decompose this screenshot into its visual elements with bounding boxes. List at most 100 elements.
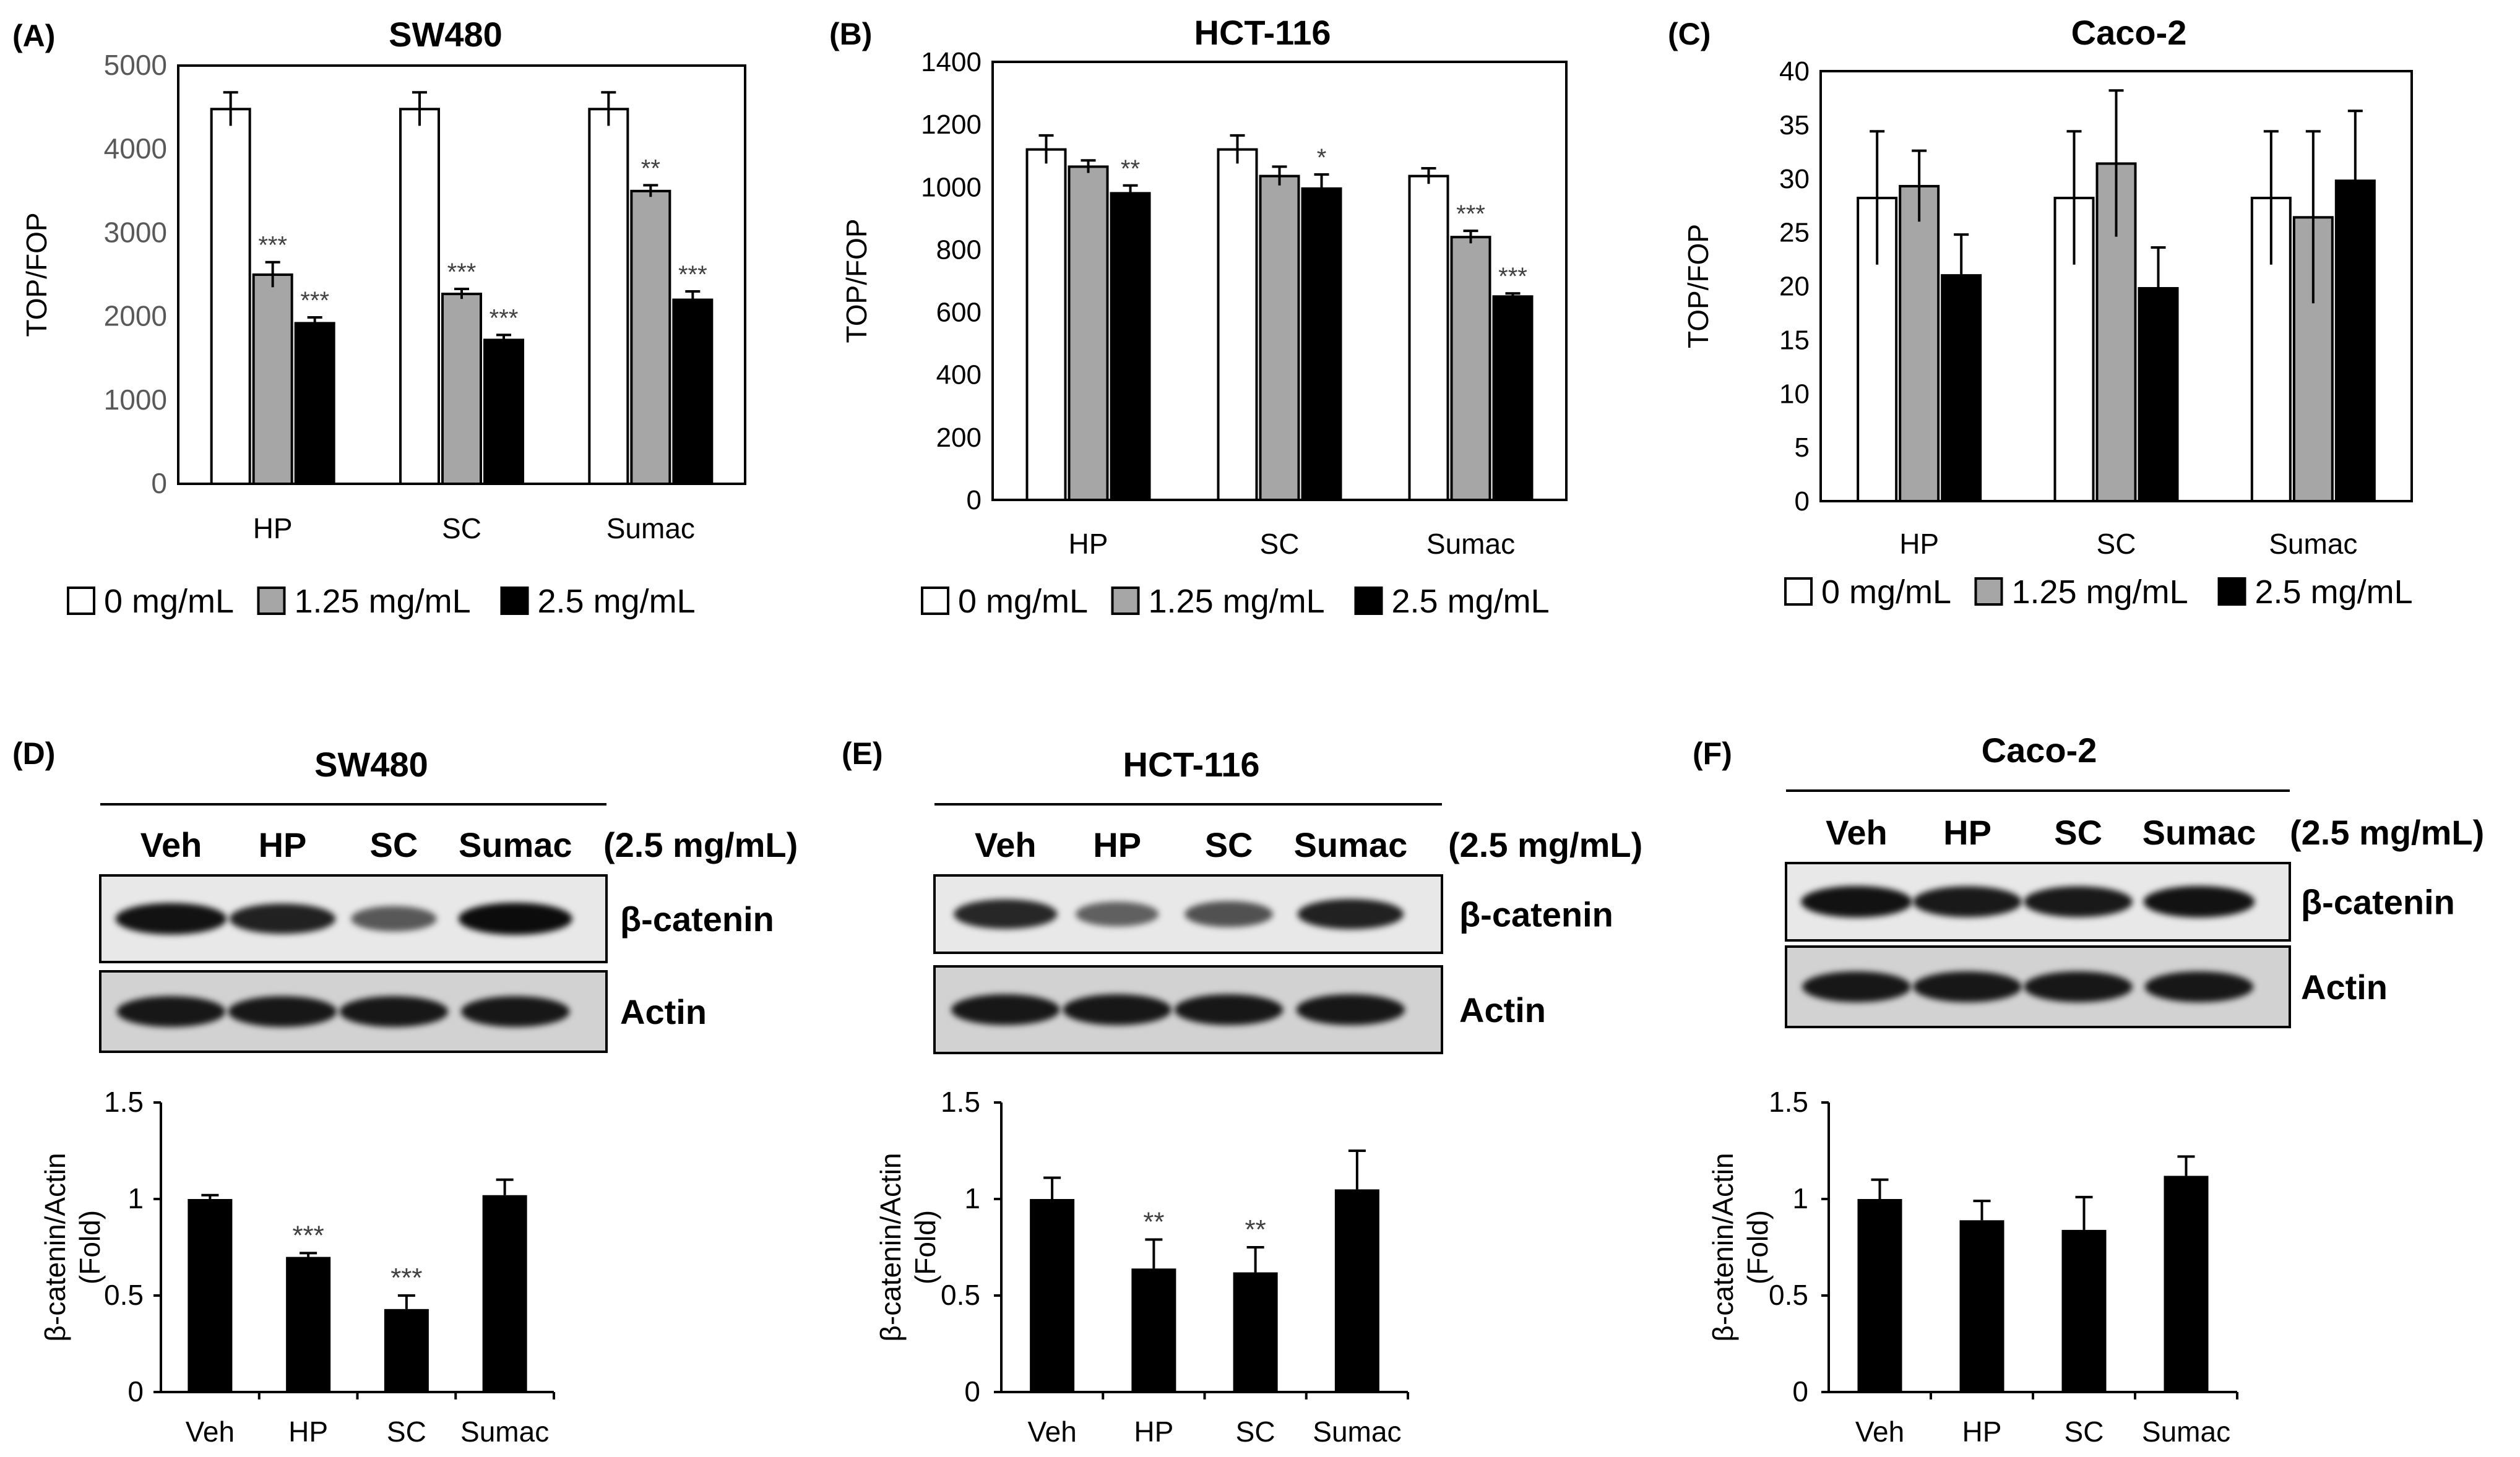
protein-band	[1296, 994, 1405, 1025]
protein-band	[339, 996, 449, 1027]
y-tick-label: 5	[1795, 432, 1810, 463]
y-tick-label: 1000	[921, 172, 982, 202]
significance-marker: **	[641, 155, 660, 182]
bar	[441, 293, 482, 485]
significance-marker: ***	[300, 287, 329, 314]
legend: 0 mg/mL 1.25 mg/mL 2.5 mg/mL	[67, 583, 696, 620]
bar	[1030, 1199, 1075, 1392]
x-category-label: SC	[1260, 528, 1300, 560]
y-axis-label: (Fold)	[909, 1210, 941, 1284]
chart-title: HCT-116	[1194, 13, 1331, 52]
legend-label: 1.25 mg/mL	[2012, 574, 2188, 611]
protein-band	[954, 899, 1058, 929]
bar	[294, 322, 335, 486]
x-category-label: SC	[2097, 528, 2136, 560]
protein-band	[951, 994, 1060, 1025]
bar	[672, 298, 714, 485]
y-tick-label: 1.5	[1769, 1086, 1808, 1118]
blot-row-label: Actin	[620, 992, 707, 1031]
panel-label: (C)	[1668, 17, 1711, 51]
x-category-label: Sumac	[2269, 528, 2357, 560]
bar	[1492, 295, 1534, 501]
blot-row-label: β-catenin	[1459, 895, 1613, 934]
western-blot-1: (D) SW480 Veh HP SC Sumac (2.5 mg/mL) β-catenin…	[12, 736, 798, 1053]
dose-label: (2.5 mg/mL)	[603, 825, 798, 864]
protein-band	[229, 903, 336, 934]
y-axis-label: TOP/FOP	[840, 218, 873, 343]
blot-row-label: β-catenin	[2301, 883, 2455, 922]
y-tick-label: 0.5	[941, 1279, 980, 1311]
y-tick-label: 1	[1792, 1182, 1808, 1214]
western-blot-3: (F) Caco-2 Veh HP SC Sumac (2.5 mg/mL) β-cateni…	[1693, 731, 2484, 1028]
legend: 0 mg/mL 1.25 mg/mL 2.5 mg/mL	[921, 583, 1550, 620]
y-tick-label: 1000	[104, 384, 167, 416]
lane-label: Veh	[1826, 813, 1888, 852]
bar	[483, 338, 524, 485]
protein-band	[1174, 994, 1284, 1025]
bar	[1217, 148, 1258, 502]
y-tick-label: 600	[936, 298, 982, 328]
x-category-label: SC	[442, 512, 481, 544]
y-tick-label: 30	[1779, 164, 1810, 194]
x-category-label: Sumac	[1313, 1416, 1401, 1448]
bar	[1068, 165, 1109, 501]
bar	[2164, 1175, 2209, 1392]
chart-3: 0 5 10 15 20 25 30 35 40 (C) Caco-2 TOP/FOP HP SC Suma…	[1668, 13, 2413, 611]
x-category-label: HP	[1962, 1416, 2002, 1448]
protein-band	[1297, 899, 1404, 929]
western-blot-2: (E) HCT-116 Veh HP SC Sumac (2.5 mg/mL) β-caten…	[842, 736, 1642, 1054]
y-tick-label: 0	[127, 1375, 144, 1408]
bar	[630, 189, 671, 485]
bar	[286, 1257, 331, 1392]
x-category-label: HP	[1069, 528, 1108, 560]
legend-swatch	[67, 587, 95, 615]
dose-label: (2.5 mg/mL)	[2290, 813, 2484, 852]
bar	[1233, 1272, 1278, 1392]
panel-label: (E)	[842, 736, 883, 771]
y-tick-label: 200	[936, 423, 982, 453]
y-tick-label: 400	[936, 360, 982, 390]
y-tick-label: 0	[967, 485, 982, 515]
bar	[399, 108, 440, 485]
blot-row-label: β-catenin	[620, 900, 774, 939]
legend-swatch	[1784, 577, 1813, 606]
legend-swatch	[500, 587, 529, 615]
bar	[1259, 174, 1300, 502]
x-category-label: Veh	[186, 1416, 235, 1448]
legend-swatch	[1354, 587, 1383, 615]
lane-label: SC	[1205, 825, 1253, 864]
chart-1: 0 1000 2000 3000 4000 5000 (A) SW480 TOP/FOP HP **…	[12, 15, 746, 620]
bar	[588, 108, 629, 485]
y-axis-label: TOP/FOP	[20, 212, 53, 337]
lane-label: Sumac	[459, 825, 572, 864]
y-tick-label: 15	[1779, 325, 1810, 355]
legend-label: 0 mg/mL	[1821, 574, 1951, 611]
protein-band	[116, 996, 226, 1027]
y-axis-label: β-catenin/Actin	[874, 1153, 907, 1341]
protein-band	[2144, 971, 2254, 1002]
y-axis-label: β-catenin/Actin	[1707, 1153, 1739, 1341]
x-category-label: HP	[1899, 528, 1939, 560]
legend-label: 0 mg/mL	[104, 583, 234, 620]
dose-label: (2.5 mg/mL)	[1448, 825, 1642, 864]
blot-title: HCT-116	[1123, 745, 1260, 784]
legend-swatch	[257, 587, 286, 615]
x-category-label: Sumac	[2142, 1416, 2230, 1448]
legend-label: 1.25 mg/mL	[1149, 583, 1325, 620]
y-tick-label: 40	[1779, 56, 1810, 87]
y-tick-label: 0.5	[104, 1279, 144, 1311]
protein-band	[1802, 971, 1911, 1002]
bar	[482, 1195, 527, 1392]
panel-label: (A)	[12, 19, 55, 53]
protein-band	[458, 903, 572, 935]
bar	[210, 108, 251, 485]
y-tick-label: 0	[1792, 1375, 1808, 1408]
chart-2: 0 200 400 600 800 1000 1200 1400 (B) HCT-116 TOP/F…	[829, 13, 1568, 620]
legend-swatch	[1974, 577, 2003, 606]
x-category-label: Sumac	[606, 512, 695, 544]
quant-chart-3: 0 0.5 1 1.5 β-catenin/Actin (Fold) Veh HP SC Suma…	[1707, 1086, 2238, 1448]
bar	[1025, 148, 1067, 502]
y-tick-label: 35	[1779, 110, 1810, 140]
x-category-label: Veh	[1855, 1416, 1904, 1448]
